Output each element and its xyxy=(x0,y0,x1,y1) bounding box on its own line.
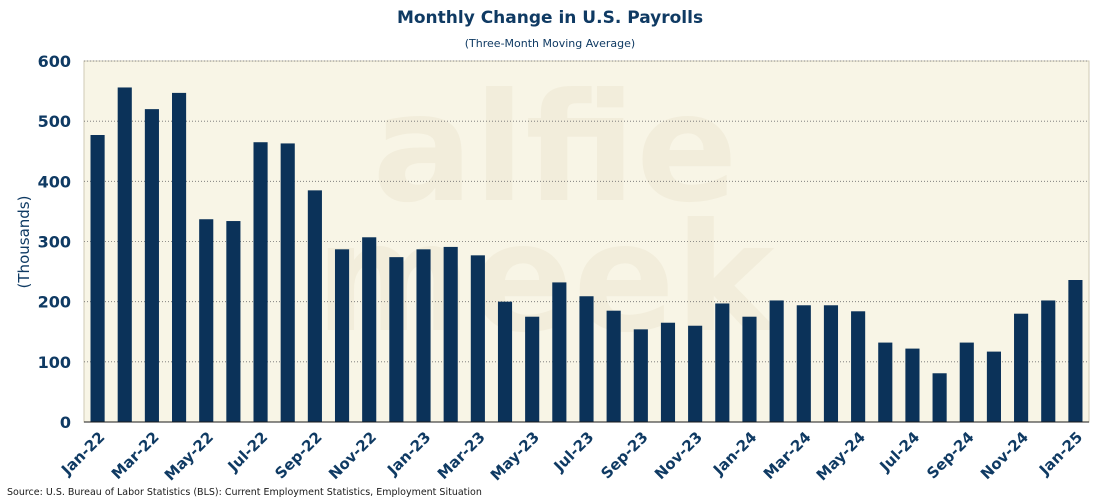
x-tick-label-Jan-24: Jan-24 xyxy=(709,428,760,479)
x-tick-label-Nov-22: Nov-22 xyxy=(325,428,380,483)
x-tick-label-Nov-23: Nov-23 xyxy=(651,428,706,483)
x-tick-label-Sep-23: Sep-23 xyxy=(597,428,651,482)
watermark-line-2: meek xyxy=(315,192,778,366)
bar-Jul-23 xyxy=(579,296,594,422)
bar-Dec-22 xyxy=(389,257,404,422)
bar-Aug-23 xyxy=(606,310,621,422)
bar-May-24 xyxy=(851,311,866,422)
bar-Nov-22 xyxy=(362,237,377,422)
gridlines xyxy=(84,60,1089,363)
bar-Aug-22 xyxy=(280,143,295,422)
y-tick-label-600: 600 xyxy=(38,52,71,71)
bar-Jul-24 xyxy=(905,348,920,422)
bar-Oct-22 xyxy=(334,249,350,422)
x-tick-label-Mar-23: Mar-23 xyxy=(434,428,489,483)
bar-Aug-24 xyxy=(932,373,947,422)
x-tick-label-Jul-24: Jul-24 xyxy=(876,428,924,476)
x-tick-label-Jan-25: Jan-25 xyxy=(1035,428,1086,479)
bar-Mar-22 xyxy=(144,109,159,422)
bar-Mar-24 xyxy=(796,305,811,422)
chart-title: Monthly Change in U.S. Payrolls xyxy=(397,8,703,28)
bar-Apr-22 xyxy=(172,92,187,422)
chart-subtitle: (Three-Month Moving Average) xyxy=(465,37,635,50)
bar-Jan-25 xyxy=(1068,280,1083,422)
bar-Apr-24 xyxy=(823,305,839,422)
source-note: Source: U.S. Bureau of Labor Statistics … xyxy=(7,487,482,498)
bar-series xyxy=(84,87,1089,423)
bar-Oct-23 xyxy=(660,322,676,422)
y-tick-label-300: 300 xyxy=(38,233,71,252)
bar-Nov-23 xyxy=(688,325,703,422)
x-tick-label-Jul-23: Jul-23 xyxy=(550,428,598,476)
x-tick-label-May-24: May-24 xyxy=(813,428,869,484)
bar-Jun-24 xyxy=(878,342,893,422)
y-tick-label-100: 100 xyxy=(38,353,71,372)
bar-Oct-24 xyxy=(986,351,1001,422)
bar-Feb-22 xyxy=(117,87,132,423)
x-tick-label-Mar-22: Mar-22 xyxy=(108,428,163,483)
x-tick-label-Jan-22: Jan-22 xyxy=(57,428,108,479)
bar-Jan-23 xyxy=(416,249,431,422)
bar-Feb-23 xyxy=(443,246,458,422)
y-tick-label-200: 200 xyxy=(38,293,71,312)
x-tick-label-Jan-23: Jan-23 xyxy=(383,428,434,479)
y-tick-label-400: 400 xyxy=(38,172,71,191)
bar-Jun-22 xyxy=(226,221,241,422)
bar-Sep-24 xyxy=(959,342,974,422)
bar-Dec-24 xyxy=(1041,300,1056,422)
x-tick-label-May-22: May-22 xyxy=(161,428,217,484)
watermark-line-1: alfie xyxy=(372,62,738,236)
bar-Jan-22 xyxy=(90,135,105,422)
bar-Sep-23 xyxy=(633,329,648,422)
bar-Feb-24 xyxy=(769,300,784,422)
x-tick-label-Jul-22: Jul-22 xyxy=(224,428,272,476)
x-tick-label-Mar-24: Mar-24 xyxy=(760,428,815,483)
watermark: alfie meek xyxy=(315,62,778,366)
bar-Dec-23 xyxy=(715,303,730,422)
x-tick-label-Sep-22: Sep-22 xyxy=(271,428,325,482)
x-tick-label-Nov-24: Nov-24 xyxy=(977,428,1032,483)
bar-Nov-24 xyxy=(1014,313,1029,422)
bar-Jan-24 xyxy=(742,316,757,422)
y-tick-label-500: 500 xyxy=(38,112,71,131)
bar-Mar-23 xyxy=(470,255,485,422)
y-tick-label-0: 0 xyxy=(60,413,71,432)
x-tick-label-Sep-24: Sep-24 xyxy=(923,428,977,482)
y-axis-ticks: 0 100 200 300 400 500 600 xyxy=(38,52,71,432)
x-tick-label-May-23: May-23 xyxy=(487,428,543,484)
bar-Apr-23 xyxy=(497,301,513,422)
bar-May-22 xyxy=(199,219,214,422)
bar-May-23 xyxy=(525,316,540,422)
bar-Sep-22 xyxy=(307,190,322,422)
bar-Jun-23 xyxy=(552,282,567,422)
bar-Jul-22 xyxy=(253,142,268,422)
y-axis-label: (Thousands) xyxy=(15,196,33,289)
